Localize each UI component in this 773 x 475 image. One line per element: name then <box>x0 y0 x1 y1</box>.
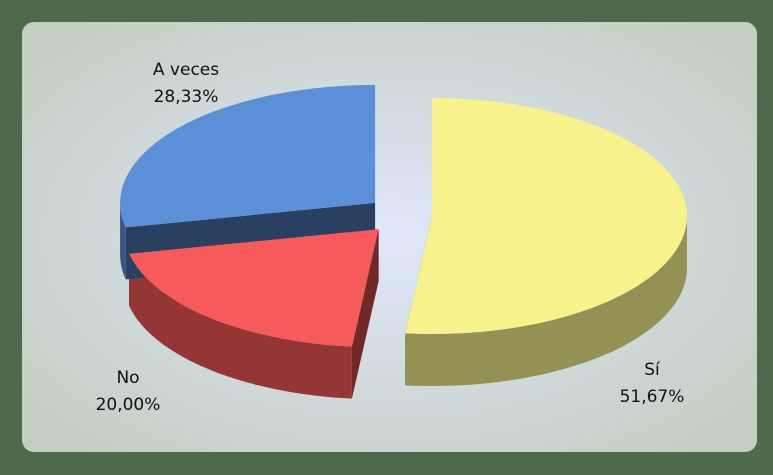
category-label: A veces <box>153 60 219 80</box>
pie <box>120 84 687 399</box>
slice-side <box>120 202 126 280</box>
slice <box>129 229 379 347</box>
slice-side <box>129 253 352 399</box>
category-label: No <box>116 368 139 388</box>
value-label: 51,67% <box>620 387 685 407</box>
slice <box>120 84 376 228</box>
slice <box>405 98 687 334</box>
category-label: Sí <box>644 360 661 380</box>
value-label: 20,00% <box>96 395 161 415</box>
slice-side <box>405 216 687 386</box>
labels: Sí 51,67% No 20,00% A veces 28,33% <box>96 60 685 415</box>
value-label: 28,33% <box>154 87 219 107</box>
